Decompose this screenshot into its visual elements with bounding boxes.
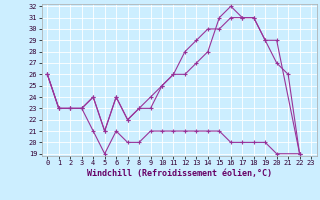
X-axis label: Windchill (Refroidissement éolien,°C): Windchill (Refroidissement éolien,°C) — [87, 169, 272, 178]
